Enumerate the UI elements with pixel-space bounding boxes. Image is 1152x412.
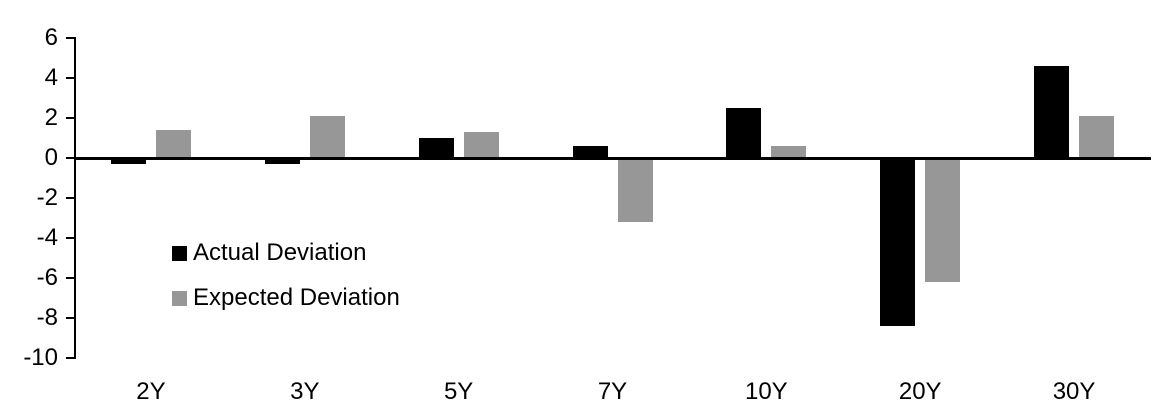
legend-item-actual-deviation: Actual Deviation (172, 241, 400, 265)
legend-label-expected-deviation: Expected Deviation (193, 284, 400, 311)
y-axis-tick (66, 157, 74, 159)
chart-legend: Actual Deviation Expected Deviation (172, 241, 400, 310)
bar-expected-deviation-7y (617, 158, 653, 222)
bar-actual-deviation-10y (726, 108, 762, 158)
x-category-label: 10Y (744, 378, 788, 405)
bar-actual-deviation-7y (572, 146, 608, 158)
bar-actual-deviation-2y (110, 158, 146, 164)
y-tick-label: -2 (36, 184, 58, 211)
y-tick-label: 2 (44, 104, 58, 131)
x-category-label: 5Y (443, 378, 474, 405)
y-axis-tick (66, 77, 74, 79)
y-tick-label: -4 (36, 224, 58, 251)
bar-actual-deviation-20y (880, 158, 916, 326)
y-axis-tick (66, 117, 74, 119)
x-category-label: 30Y (1052, 378, 1096, 405)
legend-swatch-actual-deviation (172, 245, 187, 261)
y-axis-line (74, 37, 76, 359)
y-axis-tick (66, 317, 74, 319)
y-tick-label: 0 (44, 144, 58, 171)
bar-expected-deviation-3y (309, 116, 345, 158)
y-tick-label: -8 (36, 304, 58, 331)
bar-expected-deviation-20y (925, 158, 961, 282)
bar-expected-deviation-30y (1079, 116, 1115, 158)
legend-swatch-expected-deviation (172, 290, 187, 306)
x-category-label: 7Y (597, 378, 628, 405)
x-category-label: 2Y (136, 378, 166, 405)
x-category-label: 3Y (290, 378, 320, 405)
y-axis-tick (66, 197, 74, 199)
y-tick-label: 6 (44, 24, 58, 51)
y-tick-label: -6 (36, 264, 58, 291)
y-tick-label: -10 (23, 344, 58, 371)
legend-label-actual-deviation: Actual Deviation (193, 239, 367, 266)
y-axis-tick (66, 37, 74, 39)
y-tick-label: 4 (44, 64, 58, 91)
x-axis-line (74, 157, 1151, 160)
bar-expected-deviation-5y (463, 132, 499, 158)
bar-expected-deviation-2y (155, 130, 191, 158)
bar-actual-deviation-30y (1034, 66, 1070, 158)
bar-actual-deviation-5y (418, 138, 454, 158)
x-category-label: 20Y (898, 378, 942, 405)
y-axis-tick (66, 237, 74, 239)
y-axis-tick (66, 357, 74, 359)
legend-item-expected-deviation: Expected Deviation (172, 286, 400, 310)
bar-actual-deviation-3y (264, 158, 300, 164)
bar-expected-deviation-10y (771, 146, 807, 158)
y-axis-tick (66, 277, 74, 279)
